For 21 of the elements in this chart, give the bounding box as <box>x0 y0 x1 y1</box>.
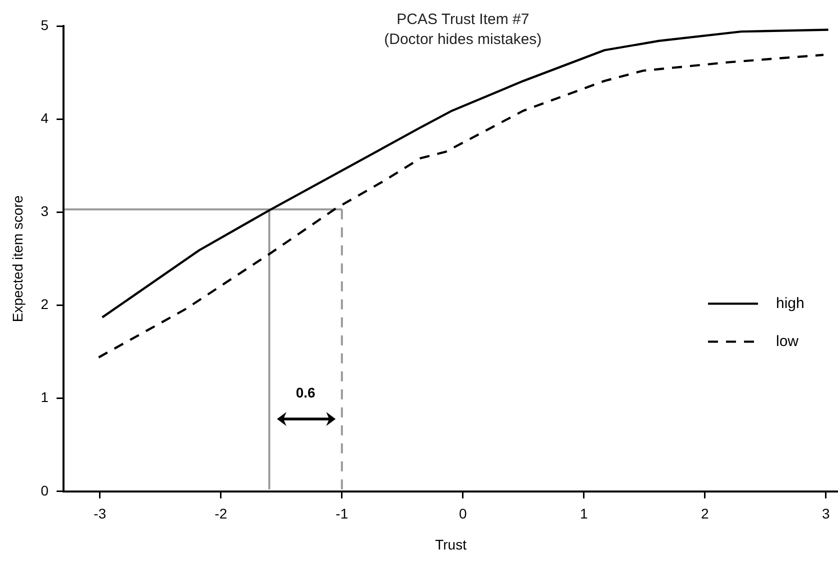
annotation: 0.6 <box>296 384 316 400</box>
x-tick-label: -3 <box>94 506 106 522</box>
legend-label: high <box>776 294 804 312</box>
x-tick-label: 0 <box>458 506 467 522</box>
y-tick-label: 5 <box>40 16 49 33</box>
x-tick-label: 1 <box>580 506 588 522</box>
legend-label: low <box>776 332 799 350</box>
x-tick-label: 3 <box>822 506 830 522</box>
x-tick-label: 2 <box>701 506 709 522</box>
y-tick-label: 2 <box>40 296 49 312</box>
y-axis-title: Expected item score <box>9 195 26 322</box>
x-tick-label: -1 <box>336 506 348 522</box>
y-tick-label: 3 <box>40 203 49 220</box>
line-series <box>98 54 825 358</box>
y-tick-label: 4 <box>40 110 49 126</box>
x-tick-label: -2 <box>214 506 228 522</box>
chart-title: PCAS Trust Item #7 <box>396 11 530 28</box>
chart-subtitle: (Doctor hides mistakes) <box>384 31 542 48</box>
y-tick-label: 0 <box>40 482 49 498</box>
y-tick-label: 1 <box>40 389 49 406</box>
x-axis-title: Trust <box>435 536 467 552</box>
